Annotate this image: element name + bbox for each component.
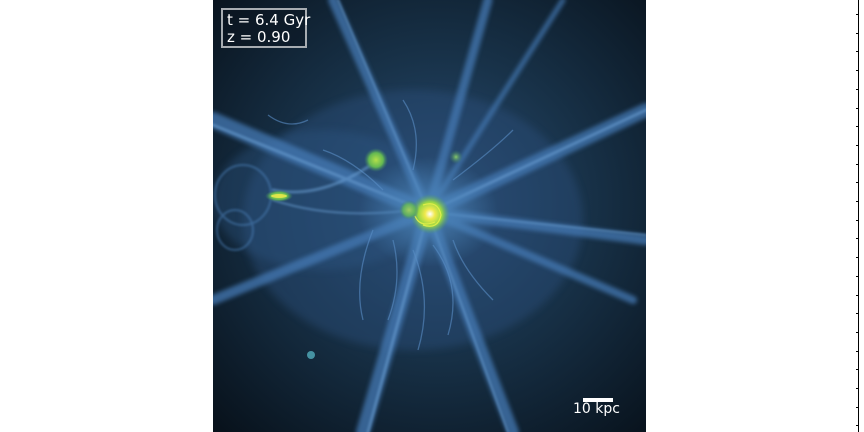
- axis-tick: [856, 126, 859, 128]
- axis-tick: [856, 275, 859, 277]
- axis-tick: [856, 14, 859, 15]
- time-label: t = 6.4 Gyr: [227, 11, 311, 29]
- satellite-galaxy: [364, 148, 388, 172]
- colorbar-axis-edge: [856, 0, 864, 432]
- axis-tick: [856, 388, 859, 389]
- scale-bar: [583, 398, 613, 402]
- redshift-label: z = 0.90: [227, 28, 291, 46]
- axis-tick: [856, 107, 859, 109]
- time-redshift-label-box: t = 6.4 Gyr z = 0.90: [221, 8, 311, 48]
- axis-tick: [856, 350, 859, 352]
- axis-spine: [858, 0, 859, 432]
- axis-tick: [856, 294, 859, 296]
- satellite-galaxy-small: [449, 150, 463, 164]
- axis-tick: [856, 32, 859, 34]
- axis-tick: [856, 313, 859, 315]
- axis-tick: [856, 201, 859, 202]
- axis-tick: [856, 219, 859, 221]
- axis-tick: [856, 88, 859, 90]
- axis-tick: [856, 144, 859, 146]
- axis-tick: [856, 163, 859, 165]
- axis-tick: [856, 369, 859, 371]
- axis-tick: [856, 425, 859, 427]
- axis-tick: [856, 238, 859, 240]
- scale-bar-label: 10 kpc: [573, 401, 620, 417]
- gas-density-map: [213, 0, 646, 432]
- axis-tick: [856, 182, 859, 184]
- dwarf-galaxy: [307, 351, 315, 359]
- main-galaxy: [410, 194, 450, 234]
- axis-tick: [856, 51, 859, 53]
- axis-tick: [856, 257, 859, 259]
- simulation-image-panel: t = 6.4 Gyr z = 0.90 10 kpc: [213, 0, 646, 432]
- axis-tick: [856, 70, 859, 72]
- axis-tick: [856, 331, 859, 333]
- axis-tick: [856, 406, 859, 408]
